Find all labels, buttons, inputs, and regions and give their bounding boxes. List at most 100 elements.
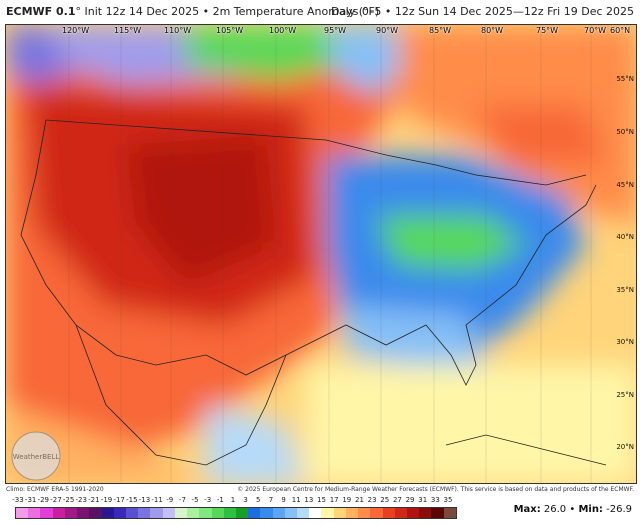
colorbar-tick: -17 xyxy=(113,496,125,504)
climo-note: Climo: ECMWF ERA-5 1991-2020 xyxy=(6,486,104,493)
colorbar-tick: -9 xyxy=(166,496,174,504)
colorbar-swatch xyxy=(77,508,90,518)
colorbar-tick: 33 xyxy=(430,496,440,504)
colorbar xyxy=(15,507,457,519)
colorbar-tick: -11 xyxy=(151,496,163,504)
anomaly-field xyxy=(6,25,636,483)
colorbar-tick: 31 xyxy=(418,496,428,504)
colorbar-swatch xyxy=(345,508,359,518)
lon-label: 75°W xyxy=(536,26,559,35)
colorbar-swatch xyxy=(223,508,236,518)
lat-label: 35°N xyxy=(616,286,634,294)
colorbar-swatch xyxy=(284,508,298,518)
colorbar-swatch xyxy=(174,508,188,518)
colorbar-swatch xyxy=(309,508,322,518)
colorbar-swatch xyxy=(407,508,420,518)
colorbar-tick: -3 xyxy=(204,496,212,504)
lon-label: 120°W xyxy=(62,26,90,35)
lat-label: 60°N xyxy=(610,26,631,35)
colorbar-swatch xyxy=(150,508,163,518)
colorbar-tick: 13 xyxy=(304,496,314,504)
colorbar-swatch xyxy=(321,508,334,518)
colorbar-tick: -31 xyxy=(24,496,37,504)
colorbar-tick: 27 xyxy=(392,496,402,504)
colorbar-swatch xyxy=(358,508,371,518)
colorbar-tick: 29 xyxy=(405,496,415,504)
colorbar-tick: 3 xyxy=(243,496,248,504)
colorbar-swatch xyxy=(394,508,407,518)
lon-label: 85°W xyxy=(429,26,452,35)
colorbar-ticks: -33 -31 -29 -27 -25 -23 -21 -19 -17 -15 -13 -11 -9 -7… xyxy=(8,496,458,506)
boundaries xyxy=(20,119,607,466)
max-min-readout: Max: 26.0 • Min: -26.9 xyxy=(513,504,632,515)
lat-label: 55°N xyxy=(616,75,634,83)
colorbar-swatch xyxy=(260,508,273,518)
colorbar-tick: 23 xyxy=(367,496,377,504)
colorbar-tick: -1 xyxy=(216,496,224,504)
lon-label: 90°W xyxy=(376,26,399,35)
colorbar-tick: -33 xyxy=(12,496,24,504)
colorbar-tick: 5 xyxy=(256,496,261,504)
colorbar-swatch xyxy=(16,508,29,518)
colorbar-tick: -13 xyxy=(138,496,151,504)
temperature-anomaly-map: 120°W 115°W 110°W 105°W 100°W 95°W 90°W … xyxy=(5,24,637,484)
colorbar-tick: 35 xyxy=(443,496,453,504)
valid-range: Days 0–5 • 12z Sun 14 Dec 2025—12z Fri 1… xyxy=(330,5,634,18)
lon-label: 115°W xyxy=(114,26,142,35)
colorbar-tick: -19 xyxy=(100,496,113,504)
colorbar-swatch xyxy=(52,508,65,518)
colorbar-tick: -7 xyxy=(178,496,186,504)
colorbar-swatch xyxy=(235,508,249,518)
weatherbell-logo: WeatherBELL xyxy=(11,431,61,481)
lat-label: 30°N xyxy=(616,338,634,346)
lon-label: 70°W xyxy=(584,26,607,35)
colorbar-tick: -27 xyxy=(50,496,62,504)
colorbar-swatch xyxy=(199,508,212,518)
colorbar-swatch xyxy=(419,508,432,518)
colorbar-swatch xyxy=(64,508,78,518)
colorbar-swatch xyxy=(272,508,285,518)
colorbar-swatch xyxy=(113,508,126,518)
colorbar-tick: 1 xyxy=(230,496,236,504)
lon-label: 100°W xyxy=(269,26,297,35)
colorbar-swatch xyxy=(89,508,102,518)
colorbar-tick: 15 xyxy=(317,496,326,504)
colorbar-swatch xyxy=(101,508,114,518)
map-title: ECMWF 0.1° Init 12z 14 Dec 2025 • 2m Tem… xyxy=(6,5,380,18)
colorbar-tick: 11 xyxy=(291,496,301,504)
colorbar-swatch xyxy=(297,508,310,518)
colorbar-swatch xyxy=(138,508,151,518)
copyright: © 2025 European Centre for Medium-Range … xyxy=(237,486,634,493)
svg-text:WeatherBELL: WeatherBELL xyxy=(13,453,60,461)
lon-label: 95°W xyxy=(324,26,347,35)
colorbar-tick: -21 xyxy=(88,496,100,504)
lat-label: 20°N xyxy=(616,443,634,451)
lat-label: 25°N xyxy=(616,391,634,399)
colorbar-tick: 17 xyxy=(329,496,339,504)
colorbar-tick: 7 xyxy=(268,496,274,504)
colorbar-tick: 21 xyxy=(355,496,364,504)
colorbar-tick: -25 xyxy=(62,496,75,504)
lon-label: 110°W xyxy=(164,26,192,35)
colorbar-tick: -15 xyxy=(126,496,138,504)
colorbar-tick: 9 xyxy=(281,496,286,504)
colorbar-swatch xyxy=(125,508,139,518)
colorbar-swatch xyxy=(443,508,456,518)
colorbar-swatch xyxy=(370,508,383,518)
lat-label: 50°N xyxy=(616,128,634,136)
colorbar-swatch xyxy=(248,508,261,518)
colorbar-tick: -5 xyxy=(191,496,199,504)
colorbar-tick: 25 xyxy=(380,496,390,504)
lat-label: 45°N xyxy=(616,181,634,189)
colorbar-tick: -29 xyxy=(37,496,49,504)
colorbar-swatch xyxy=(187,508,200,518)
colorbar-tick: 19 xyxy=(342,496,352,504)
colorbar-swatch xyxy=(211,508,224,518)
colorbar-tick: -23 xyxy=(75,496,87,504)
colorbar-swatch xyxy=(431,508,444,518)
colorbar-swatch xyxy=(382,508,395,518)
colorbar-swatch xyxy=(40,508,53,518)
colorbar-swatch xyxy=(162,508,175,518)
colorbar-swatch xyxy=(28,508,41,518)
colorbar-swatch xyxy=(333,508,346,518)
